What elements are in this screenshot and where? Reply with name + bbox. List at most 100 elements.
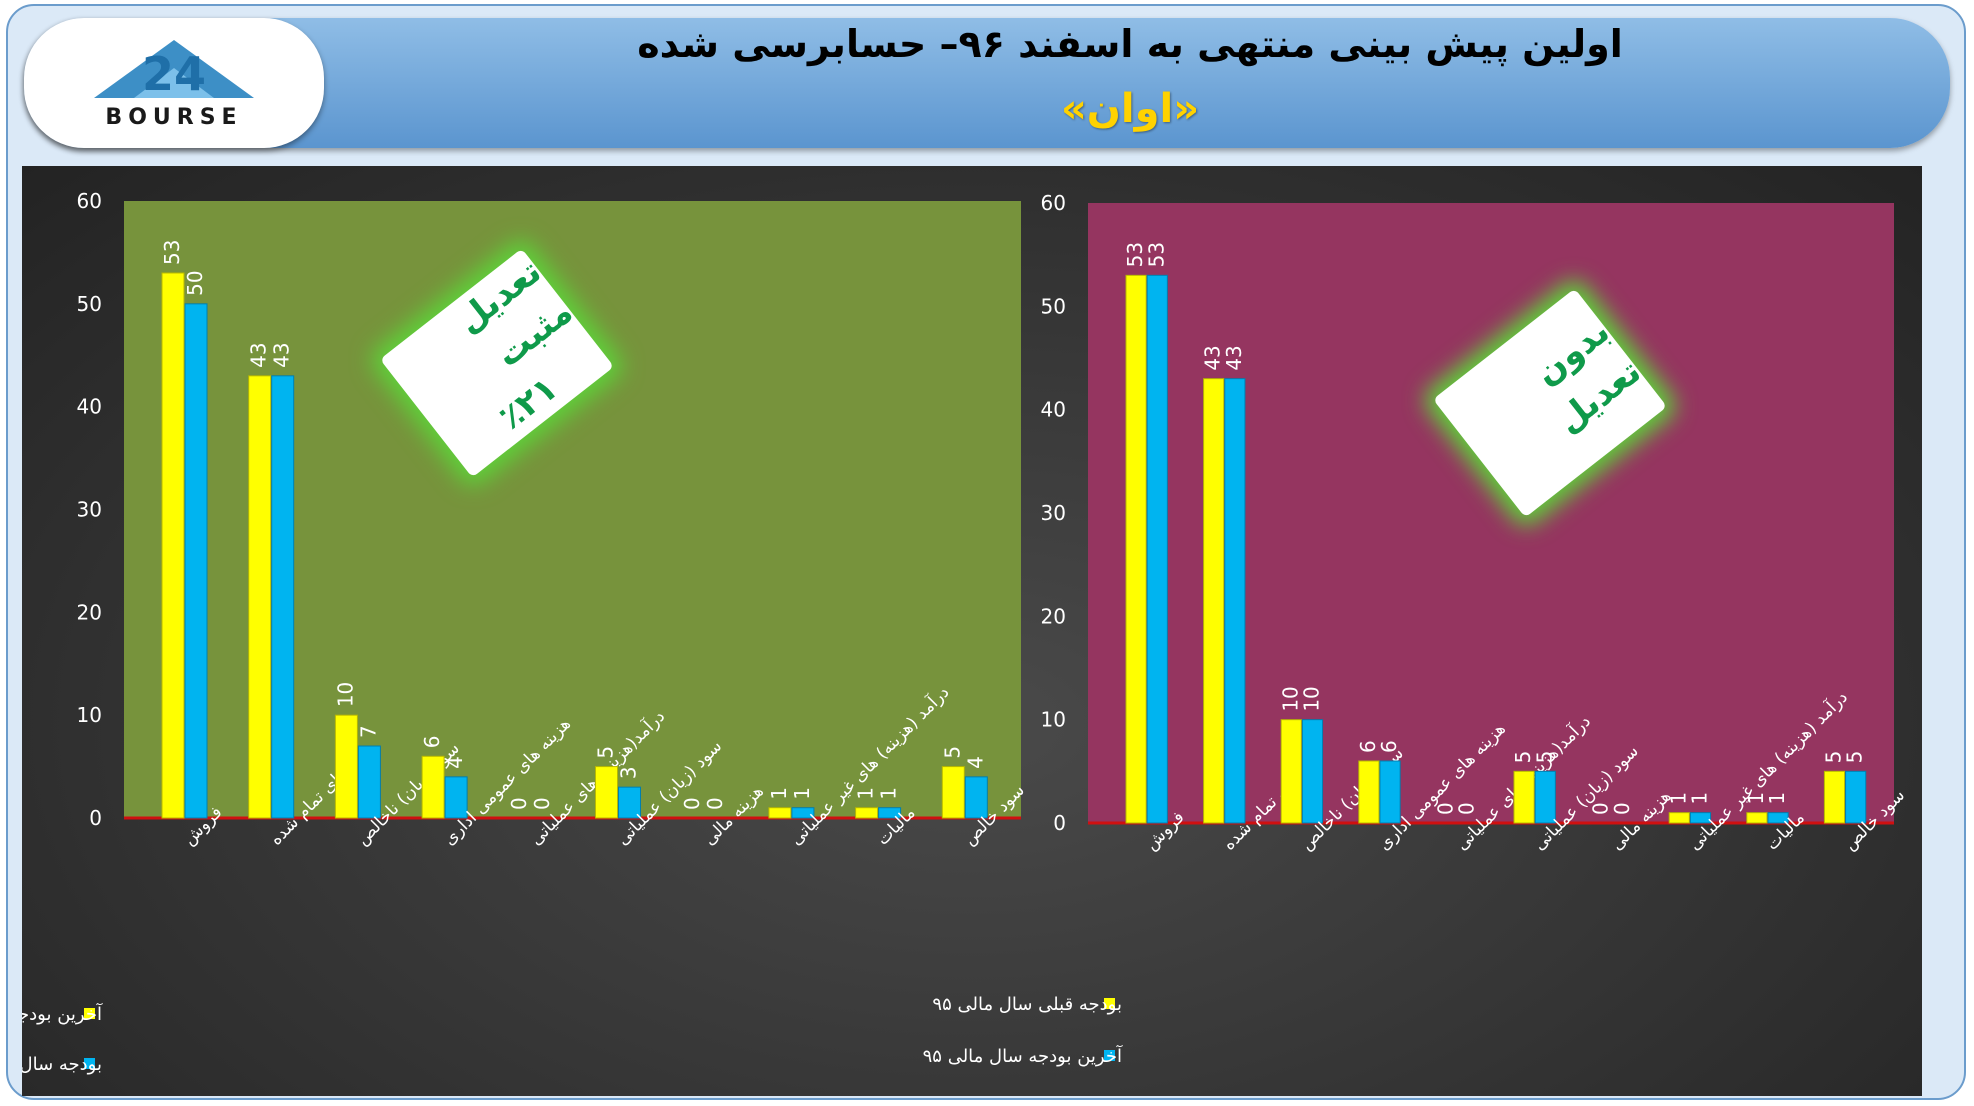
left-data-label: 3	[617, 766, 641, 779]
charts-area: 0 10 20 30 40 50 60 53 50 فروش 43 43 بهای تمام شده 10…	[22, 166, 1922, 1096]
right-data-label: 10	[1299, 686, 1323, 711]
right-data-label: 6	[1377, 740, 1401, 753]
left-bar-cyan	[964, 776, 988, 819]
left-data-label: 4	[443, 756, 467, 769]
logo-mountain-inner-icon	[134, 68, 214, 98]
left-bar-yellow	[595, 766, 618, 819]
left-y-tick-label: 10	[77, 703, 102, 727]
left-bar-cyan	[184, 303, 208, 819]
right-y-tick-label: 20	[1041, 604, 1066, 628]
right-bar-yellow	[1668, 812, 1690, 824]
logo: 24 BOURSE	[24, 18, 324, 148]
right-legend-label: آخرین بودجه سال مالی ۹۵	[923, 1044, 1123, 1067]
left-y-tick-label: 50	[77, 292, 102, 316]
left-bar-cyan	[791, 807, 815, 819]
right-data-label: 43	[1222, 345, 1246, 370]
right-bar-yellow	[1203, 378, 1225, 824]
right-data-label: 53	[1144, 242, 1168, 267]
left-data-label: 0	[680, 797, 704, 810]
right-data-label: 10	[1278, 686, 1302, 711]
right-bar-yellow	[1513, 770, 1535, 824]
left-bar-cyan	[271, 375, 295, 819]
left-bar-yellow	[248, 375, 272, 819]
right-bar-yellow	[1280, 719, 1302, 824]
left-data-label: 43	[270, 342, 294, 367]
right-y-tick-label: 50	[1041, 294, 1066, 318]
right-data-label: 53	[1123, 242, 1147, 267]
left-bar-yellow	[161, 272, 185, 819]
left-bar-cyan	[444, 776, 468, 819]
right-data-label: 0	[1610, 802, 1634, 815]
right-data-label: 5	[1843, 751, 1867, 764]
left-bar-cyan	[357, 745, 381, 819]
left-data-label: 1	[790, 787, 814, 800]
left-bar-cyan	[878, 807, 902, 819]
left-bar-yellow	[768, 807, 792, 819]
right-bar-cyan	[1301, 719, 1324, 824]
logo-wordmark: BOURSE	[105, 105, 242, 130]
left-y-tick-label: 60	[77, 189, 102, 213]
left-legend-label: آخرین بودجه سال مالی ۹۵	[22, 1002, 103, 1025]
right-legend-swatch-cyan	[1104, 1050, 1115, 1061]
logo-number: 24	[142, 47, 206, 101]
right-data-label: 5	[1532, 751, 1556, 764]
left-data-label: 0	[703, 797, 727, 810]
left-data-label: 5	[594, 746, 618, 759]
left-bar-yellow	[421, 755, 445, 819]
left-data-label: 5	[940, 746, 964, 759]
right-y-tick-label: 10	[1041, 708, 1066, 732]
left-y-tick-label: 30	[77, 498, 102, 522]
right-bar-yellow	[1823, 770, 1846, 824]
right-bar-yellow	[1125, 274, 1147, 824]
right-data-label: 1	[1744, 792, 1768, 805]
left-data-label: 43	[247, 342, 271, 367]
left-y-tick-label: 40	[77, 395, 102, 419]
left-data-label: 0	[507, 797, 531, 810]
right-data-label: 5	[1821, 751, 1845, 764]
right-data-label: 6	[1356, 740, 1380, 753]
left-data-label: 53	[160, 240, 184, 265]
right-bar-cyan	[1534, 770, 1556, 824]
right-legend-swatch-yellow	[1104, 998, 1115, 1009]
right-data-label: 1	[1666, 792, 1690, 805]
right-bar-cyan	[1845, 770, 1867, 824]
left-bar-yellow	[941, 766, 965, 819]
right-bar-yellow	[1746, 812, 1768, 824]
right-bar-yellow	[1358, 760, 1380, 824]
left-data-label: 50	[183, 270, 207, 295]
right-bar-cyan	[1767, 812, 1789, 824]
right-y-tick-label: 0	[1053, 811, 1066, 835]
left-data-label: 4	[963, 756, 987, 769]
left-data-label: 1	[854, 787, 878, 800]
left-legend-swatch-yellow	[84, 1008, 95, 1019]
left-data-label: 7	[356, 725, 380, 738]
right-data-label: 5	[1511, 751, 1535, 764]
right-data-label: 1	[1765, 792, 1789, 805]
right-bar-cyan	[1379, 760, 1401, 824]
right-bar-cyan	[1224, 378, 1246, 824]
left-data-label: 1	[767, 787, 791, 800]
right-data-label: 1	[1687, 792, 1711, 805]
right-y-tick-label: 40	[1041, 398, 1066, 422]
right-y-tick-label: 60	[1041, 191, 1066, 215]
header-bar	[24, 18, 1950, 148]
left-y-tick-label: 0	[89, 806, 102, 830]
left-data-label: 1	[877, 787, 901, 800]
left-bar-yellow	[334, 714, 358, 819]
right-data-label: 0	[1455, 802, 1479, 815]
right-data-label: 0	[1433, 802, 1457, 815]
left-legend-swatch-cyan	[84, 1058, 95, 1069]
left-y-tick-label: 20	[77, 600, 102, 624]
right-bar-cyan	[1146, 274, 1168, 824]
left-legend-label: بودجه سال مالی ۹۶	[22, 1054, 102, 1075]
logo-graphic: 24 BOURSE	[94, 40, 254, 130]
left-data-label: 10	[333, 682, 357, 707]
right-y-tick-label: 30	[1041, 501, 1066, 525]
right-data-label: 43	[1201, 345, 1225, 370]
left-data-label: 6	[420, 736, 444, 749]
left-data-label: 0	[530, 797, 554, 810]
left-bar-cyan	[618, 786, 641, 819]
right-data-label: 0	[1589, 802, 1613, 815]
left-bar-yellow	[855, 807, 879, 819]
